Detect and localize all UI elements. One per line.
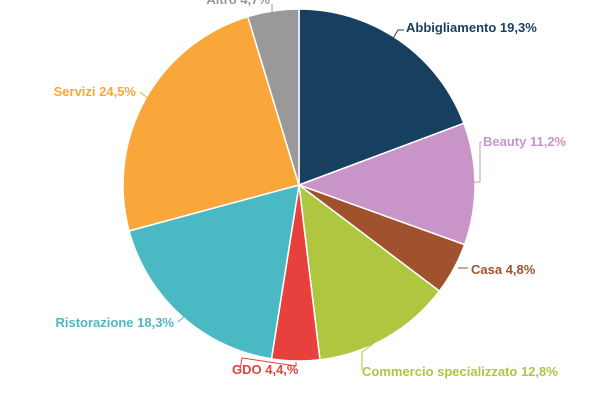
leader-line	[361, 317, 403, 370]
leader-line	[177, 307, 195, 323]
leader-line	[468, 141, 482, 183]
data-label: Commercio specializzato 12,8%	[362, 364, 558, 379]
leader-line	[139, 91, 151, 101]
data-label: Altro 4,7%	[206, 0, 270, 7]
data-label: Beauty 11,2%	[483, 134, 567, 149]
leader-line	[239, 357, 297, 371]
data-label: Casa 4,8%	[471, 262, 536, 277]
pie-slice-altro	[246, 8, 300, 186]
pie-slice-abbigliamento	[298, 8, 465, 187]
leader-line	[391, 29, 404, 41]
data-label: Abbigliamento 19,3%	[406, 20, 537, 35]
pie-slice-beauty	[296, 122, 476, 246]
data-label: GDO 4,4,%	[232, 362, 299, 377]
data-label: Servizi 24,5%	[54, 84, 137, 99]
data-label: Ristorazione 18,3%	[56, 315, 175, 330]
pie-slice-commercio-specializzato	[298, 183, 441, 361]
pie-slice-servizi	[122, 15, 300, 232]
pie-slice-ristorazione	[128, 183, 300, 360]
